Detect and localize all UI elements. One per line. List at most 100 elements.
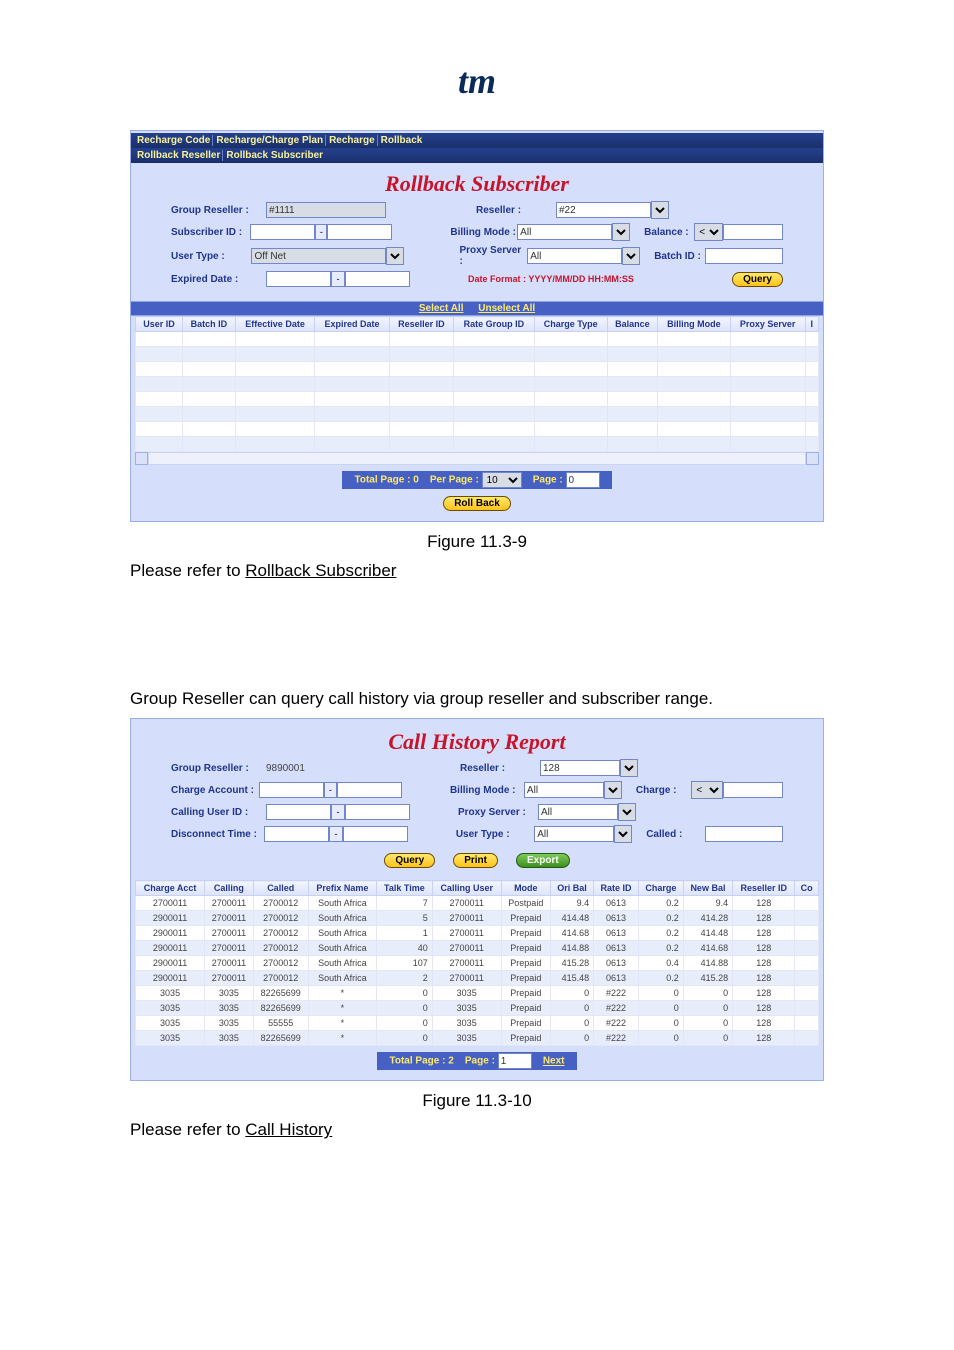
ch-calling-input-2[interactable] (345, 804, 410, 820)
table-row[interactable]: 290001127000112700012South Africa4027000… (136, 941, 819, 956)
ch-charge-input[interactable] (259, 782, 324, 798)
user-type-dropdown[interactable] (386, 247, 404, 265)
select-all-link[interactable]: Select All (419, 303, 464, 314)
ch-print-button[interactable]: Print (453, 853, 498, 868)
table-header: Calling User (432, 881, 501, 896)
ch-calling-input[interactable] (266, 804, 331, 820)
table-row[interactable]: 270001127000112700012South Africa7270001… (136, 896, 819, 911)
tab-recharge[interactable]: Recharge (327, 135, 378, 146)
table-row[interactable]: 3035303582265699*03035Prepaid0#22200128 (136, 1001, 819, 1016)
select-links-bar: Select All Unselect All (131, 301, 823, 316)
ch-label-proxy: Proxy Server : (458, 807, 538, 818)
table-row[interactable] (136, 332, 819, 347)
table-header: Rate ID (594, 881, 639, 896)
balance-input[interactable] (723, 224, 783, 240)
tab-rollback-reseller[interactable]: Rollback Reseller (135, 150, 223, 161)
ch-label-user-type: User Type : (456, 829, 534, 840)
query-button[interactable]: Query (732, 272, 783, 287)
table-row[interactable]: 290001127000112700012South Africa2270001… (136, 971, 819, 986)
ch-label-disconnect: Disconnect Time : (171, 829, 264, 840)
table-header: Prefix Name (308, 881, 376, 896)
text-2: Group Reseller can query call history vi… (130, 688, 824, 710)
ch-reseller-dropdown[interactable] (620, 759, 638, 777)
balance-op-select[interactable]: < (694, 223, 723, 241)
table-row[interactable] (136, 392, 819, 407)
rollback-subscriber-link[interactable]: Rollback Subscriber (245, 561, 396, 580)
ch-disconnect-range-button[interactable]: - (329, 826, 343, 842)
per-page-select[interactable]: 10 (482, 472, 522, 488)
table-row[interactable]: 290001127000112700012South Africa1270001… (136, 926, 819, 941)
table-row[interactable] (136, 347, 819, 362)
table-header: Rate Group ID (454, 317, 535, 332)
scroll-track[interactable] (148, 452, 806, 465)
figure-caption-1: Figure 11.3-9 (130, 532, 824, 552)
expired-range-button[interactable]: - (331, 271, 345, 287)
table-row[interactable]: 3035303555555*03035Prepaid0#22200128 (136, 1016, 819, 1031)
unselect-all-link[interactable]: Unselect All (478, 303, 535, 314)
call-history-link[interactable]: Call History (245, 1120, 332, 1139)
label-group-reseller: Group Reseller : (171, 205, 266, 216)
proxy-server-dropdown[interactable] (622, 247, 640, 265)
table-header: Charge (638, 881, 683, 896)
ch-user-type-dropdown[interactable] (614, 825, 632, 843)
table-row[interactable] (136, 437, 819, 452)
ch-charge-op-select[interactable]: < (691, 781, 723, 799)
ch-billing-input[interactable] (524, 782, 604, 798)
ch-proxy-dropdown[interactable] (618, 803, 636, 821)
ch-user-type-input[interactable] (534, 826, 614, 842)
user-type-input[interactable] (251, 248, 386, 264)
ch-reseller-input[interactable] (540, 760, 620, 776)
page-input[interactable] (566, 472, 600, 488)
ch-charge-range-button[interactable]: - (324, 782, 337, 798)
ch-called-input[interactable] (705, 826, 783, 842)
table-row[interactable] (136, 362, 819, 377)
ch-export-button[interactable]: Export (516, 853, 570, 868)
ch-charge-val-input[interactable] (723, 782, 783, 798)
ch-proxy-input[interactable] (538, 804, 618, 820)
scroll-right-icon[interactable] (806, 452, 819, 465)
reseller-input[interactable] (556, 202, 651, 218)
ch-disconnect-input-2[interactable] (343, 826, 408, 842)
table-row[interactable] (136, 422, 819, 437)
tab-recharge-code[interactable]: Recharge Code (135, 135, 213, 146)
tab-rollback[interactable]: Rollback (379, 135, 425, 146)
table-header: Reseller ID (389, 317, 453, 332)
table-header: I (805, 317, 818, 332)
table-row[interactable]: 290001127000112700012South Africa1072700… (136, 956, 819, 971)
horizontal-scrollbar[interactable] (135, 452, 819, 465)
ch-billing-dropdown[interactable] (604, 781, 622, 799)
billing-mode-dropdown[interactable] (612, 223, 630, 241)
ch-disconnect-input[interactable] (264, 826, 329, 842)
subscriber-id-input-2[interactable] (327, 224, 392, 240)
ch-page-input[interactable] (498, 1053, 532, 1069)
table-header: Expired Date (315, 317, 389, 332)
ch-next-link[interactable]: Next (543, 1056, 565, 1067)
proxy-server-input[interactable] (527, 248, 622, 264)
tab-rollback-subscriber[interactable]: Rollback Subscriber (224, 150, 325, 161)
expired-date-input[interactable] (266, 271, 331, 287)
label-subscriber-id: Subscriber ID : (171, 227, 250, 238)
ch-charge-input-2[interactable] (337, 782, 402, 798)
billing-mode-input[interactable] (517, 224, 612, 240)
group-reseller-input[interactable] (266, 202, 386, 218)
expired-date-input-2[interactable] (345, 271, 410, 287)
table-row[interactable]: 290001127000112700012South Africa5270001… (136, 911, 819, 926)
table-row[interactable]: 3035303582265699*03035Prepaid0#22200128 (136, 1031, 819, 1046)
roll-back-button[interactable]: Roll Back (443, 496, 511, 511)
scroll-left-icon[interactable] (135, 452, 148, 465)
subscriber-id-input[interactable] (250, 224, 315, 240)
table-row[interactable]: 3035303582265699*03035Prepaid0#22200128 (136, 986, 819, 1001)
label-batch-id: Batch ID : (654, 251, 705, 262)
table-row[interactable] (136, 377, 819, 392)
batch-id-input[interactable] (705, 248, 783, 264)
ch-calling-range-button[interactable]: - (331, 804, 345, 820)
reseller-dropdown[interactable] (651, 201, 669, 219)
rollback-grid: User IDBatch IDEffective DateExpired Dat… (135, 316, 819, 452)
table-row[interactable] (136, 407, 819, 422)
ch-page-label: Page : (465, 1056, 495, 1067)
ch-label-billing-mode: Billing Mode : (450, 785, 524, 796)
table-header: Talk Time (377, 881, 433, 896)
subscriber-range-button[interactable]: - (315, 224, 327, 240)
tab-recharge-plan[interactable]: Recharge/Charge Plan (214, 135, 326, 146)
ch-query-button[interactable]: Query (384, 853, 435, 868)
